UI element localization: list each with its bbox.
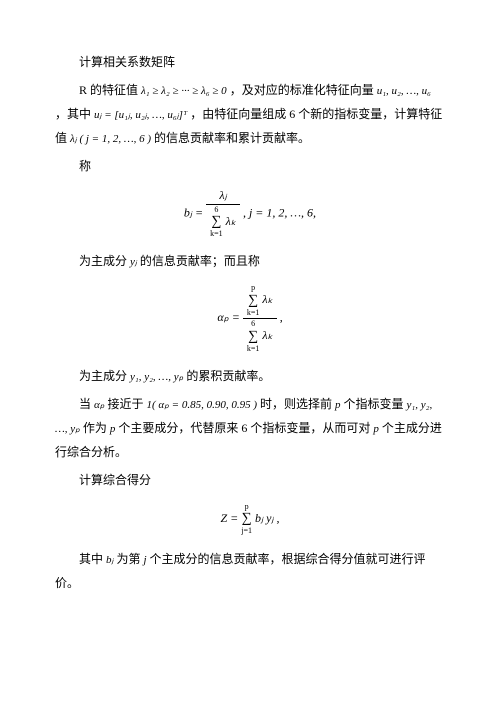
- math-y1p: y₁, y₂, …, yₚ: [130, 371, 183, 383]
- math-lambda-j: λⱼ ( j = 1, 2, …, 6 ): [70, 133, 151, 145]
- math-j: j: [143, 554, 146, 566]
- equation-alpha: αₚ = p ∑ k=1 λₖ 6 ∑ k=1 λₖ ,: [55, 283, 445, 354]
- para-info-contrib: 为主成分 yⱼ 的信息贡献率；而且称: [55, 249, 445, 273]
- eq-bj-sum: 6 ∑ k=1: [210, 205, 223, 240]
- math-uvec: u₁, u₂, …, u₆: [377, 85, 431, 97]
- math-eigenvalues: λ₁ ≥ λ₂ ≥ ··· ≥ λ₆ ≥ 0: [141, 85, 227, 97]
- text-contrib: 的信息贡献率和累计贡献率。: [154, 131, 310, 145]
- text-then-select: 时，则选择前: [260, 397, 332, 411]
- eq-z-lhs: Z =: [220, 511, 241, 525]
- text-r-eigen: R 的特征值: [79, 83, 138, 97]
- text-main-replace: 个主要成分，代替原来 6 个指标变量，从而可对: [118, 421, 370, 435]
- math-p2: p: [110, 423, 116, 435]
- text-where2: 其中: [79, 552, 103, 566]
- eq-bj-num: λⱼ: [206, 188, 240, 205]
- eq-alpha-sum-bot: 6 ∑ k=1: [247, 319, 260, 354]
- eq-alpha-lhs: αₚ =: [217, 310, 243, 324]
- eq-bj-frac: λⱼ 6 ∑ k=1 λₖ: [206, 188, 240, 239]
- para-call: 称: [55, 154, 445, 178]
- eq-z-comma: ,: [277, 511, 280, 525]
- math-p1: p: [335, 399, 341, 411]
- eq-alpha-comma: ,: [280, 310, 283, 324]
- text-info-contrib: 的信息贡献率；而且称: [140, 254, 260, 268]
- equation-bj: bⱼ = λⱼ 6 ∑ k=1 λₖ , j = 1, 2, …, 6,: [55, 188, 445, 239]
- math-uj: uⱼ = [u₁ⱼ, u₂ⱼ, …, u₆ⱼ]ᵀ: [94, 109, 187, 121]
- eq-bj-lambdak: λₖ: [226, 214, 236, 228]
- eq-bj-tail: , j = 1, 2, …, 6,: [243, 205, 316, 219]
- text-indicators: 个指标变量: [344, 397, 404, 411]
- math-p3: p: [373, 423, 379, 435]
- text-cum-contrib: 的累积贡献率。: [186, 369, 270, 383]
- text-near: 接近于: [108, 397, 144, 411]
- eq-bj-den: 6 ∑ k=1 λₖ: [206, 205, 240, 240]
- text-where: ，其中: [55, 107, 91, 121]
- eq-alpha-sum-top: p ∑ k=1: [247, 283, 260, 318]
- math-yj: yⱼ: [130, 256, 137, 268]
- text-main-comp: 为主成分: [79, 254, 127, 268]
- text-when: 当: [79, 397, 91, 411]
- text-and-eigvec: ，及对应的标准化特征向量: [230, 83, 374, 97]
- math-alpha-vals: 1( αₚ = 0.85, 0.90, 0.95 ): [147, 399, 257, 411]
- eq-alpha-den: 6 ∑ k=1 λₖ: [243, 319, 277, 354]
- eq-z-rhs: bⱼ yⱼ: [255, 511, 274, 525]
- para-cum-contrib: 为主成分 y₁, y₂, …, yₚ 的累积贡献率。: [55, 364, 445, 388]
- para-where-bj: 其中 bⱼ 为第 j 个主成分的信息贡献率，根据综合得分值就可进行评价。: [55, 547, 445, 595]
- math-bj: bⱼ: [106, 554, 113, 566]
- para-eigen: R 的特征值 λ₁ ≥ λ₂ ≥ ··· ≥ λ₆ ≥ 0 ，及对应的标准化特征…: [55, 78, 445, 150]
- text-as: 作为: [83, 421, 107, 435]
- math-alpha-p: αₚ: [94, 399, 104, 411]
- para-calc-corr: 计算相关系数矩阵: [55, 50, 445, 74]
- equation-z: Z = p ∑ j=1 bⱼ yⱼ ,: [55, 502, 445, 537]
- eq-z-sum: p ∑ j=1: [241, 502, 252, 537]
- eq-alpha-frac: p ∑ k=1 λₖ 6 ∑ k=1 λₖ: [243, 283, 277, 354]
- para-when-alpha: 当 αₚ 接近于 1( αₚ = 0.85, 0.90, 0.95 ) 时，则选…: [55, 392, 445, 464]
- eq-alpha-num: p ∑ k=1 λₖ: [243, 283, 277, 319]
- text-main-comps: 为主成分: [79, 369, 127, 383]
- text-is-jth: 为第: [116, 552, 140, 566]
- para-calc-score: 计算综合得分: [55, 468, 445, 492]
- eq-bj-lhs: bⱼ =: [184, 205, 206, 219]
